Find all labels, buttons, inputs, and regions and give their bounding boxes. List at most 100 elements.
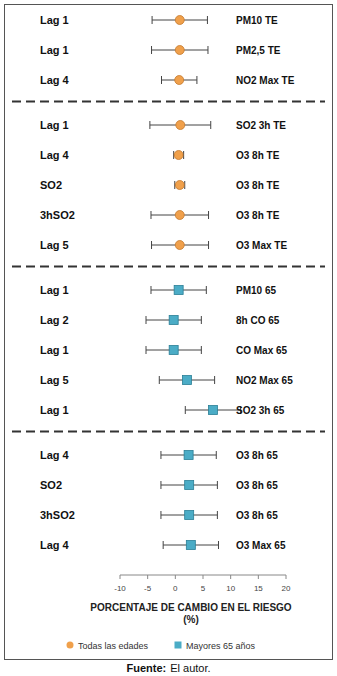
point [185,511,194,520]
x-tick [286,575,287,579]
lag-label: Lag 4 [40,449,70,461]
lag-label: Lag 2 [40,314,69,326]
ci-cap-lower [146,316,147,324]
lag-label: Lag 5 [40,239,69,251]
ci-cap-lower [146,346,147,354]
ci-cap-lower [150,286,151,294]
lag-label: 3hSO2 [40,509,75,521]
ci-cap-upper [218,541,219,549]
lag-label: Lag 1 [40,14,69,26]
row-label: CO Max 65 [236,345,288,356]
lag-label: Lag 1 [40,404,69,416]
ci-cap-upper [208,211,209,219]
lag-label: Lag 1 [40,44,69,56]
point [175,211,184,220]
lag-label: Lag 5 [40,374,69,386]
x-tick-label: -10 [114,584,126,593]
source-text: El autor. [170,662,210,674]
row-label: O3 8h 65 [236,450,278,461]
row-label: O3 8h 65 [236,480,278,491]
row-label: SO2 3h TE [236,120,286,131]
x-tick [120,575,121,579]
group-separator [12,431,325,433]
x-tick-label: 5 [201,584,206,593]
point [175,76,184,85]
row-label: NO2 Max TE [236,75,295,86]
row-label: NO2 Max 65 [236,375,293,386]
point [185,481,194,490]
row-label: SO2 3h 65 [236,405,285,416]
ci-cap-upper [196,76,197,84]
row-label: O3 8h TE [236,180,280,191]
legend-label: Mayores 65 años [186,641,256,651]
point [184,451,193,460]
ci-cap-upper [217,511,218,519]
lag-label: Lag 1 [40,119,69,131]
ci-cap-upper [206,286,207,294]
lag-label: 3hSO2 [40,209,75,221]
lag-label: Lag 4 [40,149,70,161]
row-label: O3 8h 65 [236,510,278,521]
x-tick-label: 15 [254,584,263,593]
ci-cap-upper [207,46,208,54]
ci-cap-upper [210,121,211,129]
x-tick [203,575,204,579]
ci-cap-upper [201,346,202,354]
ci-cap-upper [208,241,209,249]
row-label: O3 Max 65 [236,540,286,551]
ci-cap-lower [160,451,161,459]
point [174,286,183,295]
x-tick-label: 20 [282,584,291,593]
frame [5,5,333,660]
group-separator [12,266,325,268]
point [175,181,184,190]
ci-cap-upper [214,376,215,384]
ci-cap-lower [163,541,164,549]
legend-marker [67,642,74,649]
ci-cap-lower [149,121,150,129]
row-label: O3 Max TE [236,240,287,251]
ci-cap-lower [185,406,186,414]
point [182,376,191,385]
x-tick-label: -5 [144,584,152,593]
chart: Lag 1PM10 TELag 1PM2,5 TELag 4NO2 Max TE… [0,0,337,676]
x-tick-label: 10 [226,584,235,593]
lag-label: Lag 4 [40,539,70,551]
row-label: PM10 65 [236,285,276,296]
ci-cap-lower [160,481,161,489]
legend-label: Todas las edades [78,641,149,651]
lag-label: Lag 4 [40,74,70,86]
x-tick [258,575,259,579]
legend-marker [175,642,182,649]
point [169,346,178,355]
x-tick [175,575,176,579]
ci-cap-lower [160,511,161,519]
row-label: O3 8h TE [236,210,280,221]
lag-label: Lag 1 [40,344,69,356]
ci-cap-upper [207,16,208,24]
ci-cap-lower [151,241,152,249]
point [176,121,185,130]
point [174,151,183,160]
source: Fuente: El autor. [126,662,210,674]
x-tick-label: 0 [173,584,178,593]
ci-cap-lower [161,76,162,84]
row-label: PM10 TE [236,15,278,26]
point [175,16,184,25]
ci-cap-lower [150,211,151,219]
x-axis-title: (%) [183,614,199,625]
group-separator [12,101,325,103]
point [175,241,184,250]
marks [146,16,241,550]
ci-cap-upper [217,481,218,489]
lag-label: SO2 [40,479,62,491]
lag-label: SO2 [40,179,62,191]
row-label: O3 8h TE [236,150,280,161]
lag-label: Lag 1 [40,284,69,296]
ci-cap-lower [159,376,160,384]
ci-cap-upper [216,451,217,459]
point [186,541,195,550]
row-label: 8h CO 65 [236,315,280,326]
ci-cap-lower [151,46,152,54]
source-label: Fuente: [126,662,166,674]
